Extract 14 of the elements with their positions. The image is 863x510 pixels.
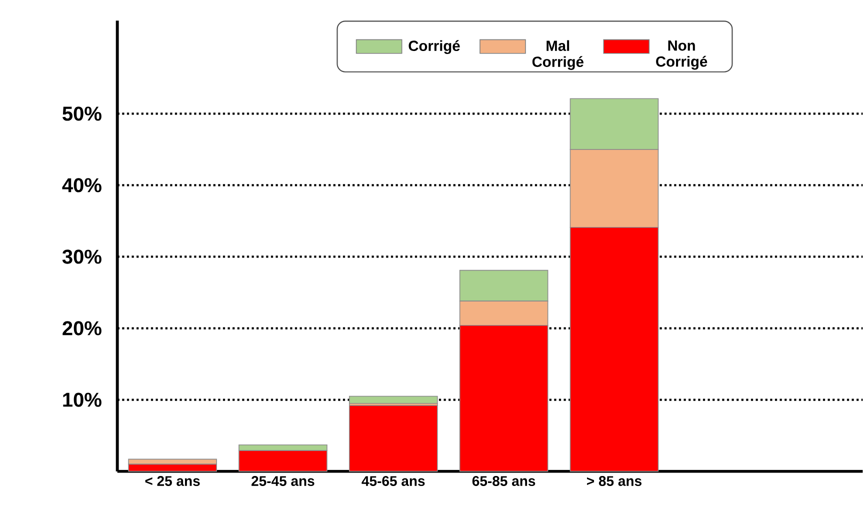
y-tick-label: 10% <box>63 392 102 407</box>
bar <box>348 405 438 472</box>
legend-label: Corrigé <box>408 40 460 54</box>
y-tick-label: 50% <box>62 106 102 121</box>
x-tick-label: 25-45 ans <box>252 476 314 486</box>
y-tick-label: 20% <box>62 321 102 336</box>
x-tick-label: < 25 ans <box>145 476 200 486</box>
x-tick-label: > 85 ans <box>586 476 642 486</box>
y-tick-label: 30% <box>62 250 102 264</box>
x-tick-label: 45-65 ans <box>362 476 425 486</box>
legend-label: Non Corrigé <box>656 40 708 70</box>
x-tick-label: 65-85 ans <box>472 476 536 486</box>
legend-label: Mal Corrigé <box>532 40 584 70</box>
y-tick-label: 40% <box>62 178 102 192</box>
